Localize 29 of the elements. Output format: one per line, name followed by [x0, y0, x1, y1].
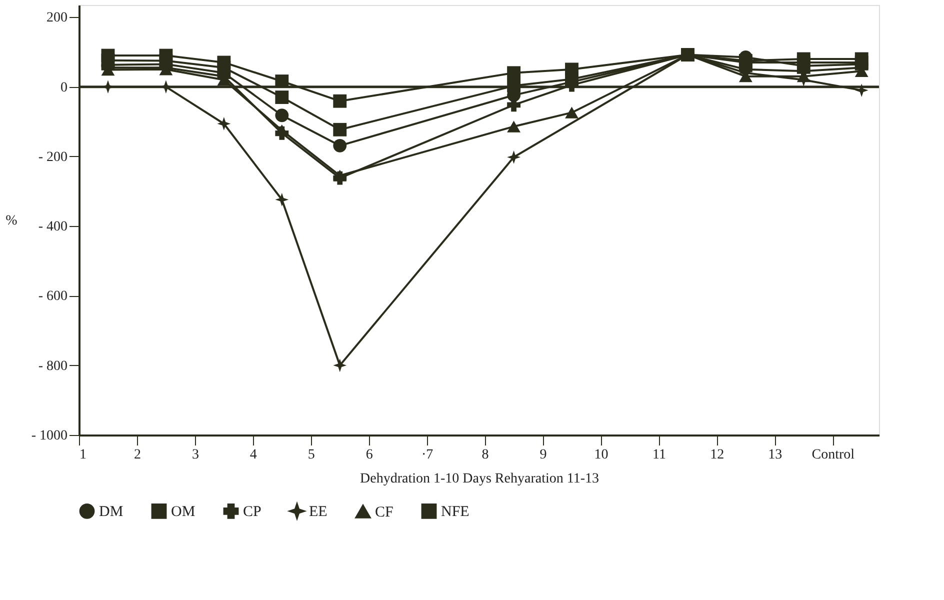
- x-tick-label: 4: [250, 448, 257, 462]
- y-tick-label: - 1000: [31, 428, 68, 444]
- legend-label: OM: [171, 504, 196, 520]
- x-tick-label: 12: [710, 448, 724, 462]
- legend-label: CF: [375, 504, 394, 521]
- x-tick-label: ·7: [421, 448, 434, 462]
- x-tick-label: 1: [80, 448, 86, 462]
- y-tick-label: - 200: [38, 150, 68, 165]
- x-tick-label: 6: [366, 448, 373, 462]
- x-tick-label: Control: [812, 448, 855, 462]
- y-tick-label: - 800: [38, 358, 68, 374]
- x-tick-label: 9: [540, 448, 547, 462]
- y-tick-label: 200: [46, 10, 68, 26]
- y-tick-label: 0: [60, 80, 68, 96]
- x-tick-label: 5: [308, 448, 315, 462]
- legend-label: CP: [243, 504, 262, 520]
- x-tick-label: 3: [192, 448, 199, 462]
- legend-label: DM: [99, 504, 124, 520]
- legend-label: EE: [309, 504, 328, 520]
- x-tick-label: 2: [134, 448, 141, 462]
- y-tick-label: - 600: [38, 289, 68, 304]
- legend-label: NFE: [441, 504, 470, 520]
- x-tick-label: 10: [594, 448, 608, 462]
- y-axis-title: %: [6, 214, 18, 228]
- x-tick-label: 13: [768, 448, 782, 462]
- x-tick-label: 11: [652, 448, 666, 462]
- y-tick-label: - 400: [38, 220, 68, 235]
- x-axis-title: Dehydration 1-10 Days Rehyaration 11-13: [360, 472, 599, 486]
- x-tick-label: 8: [482, 448, 489, 462]
